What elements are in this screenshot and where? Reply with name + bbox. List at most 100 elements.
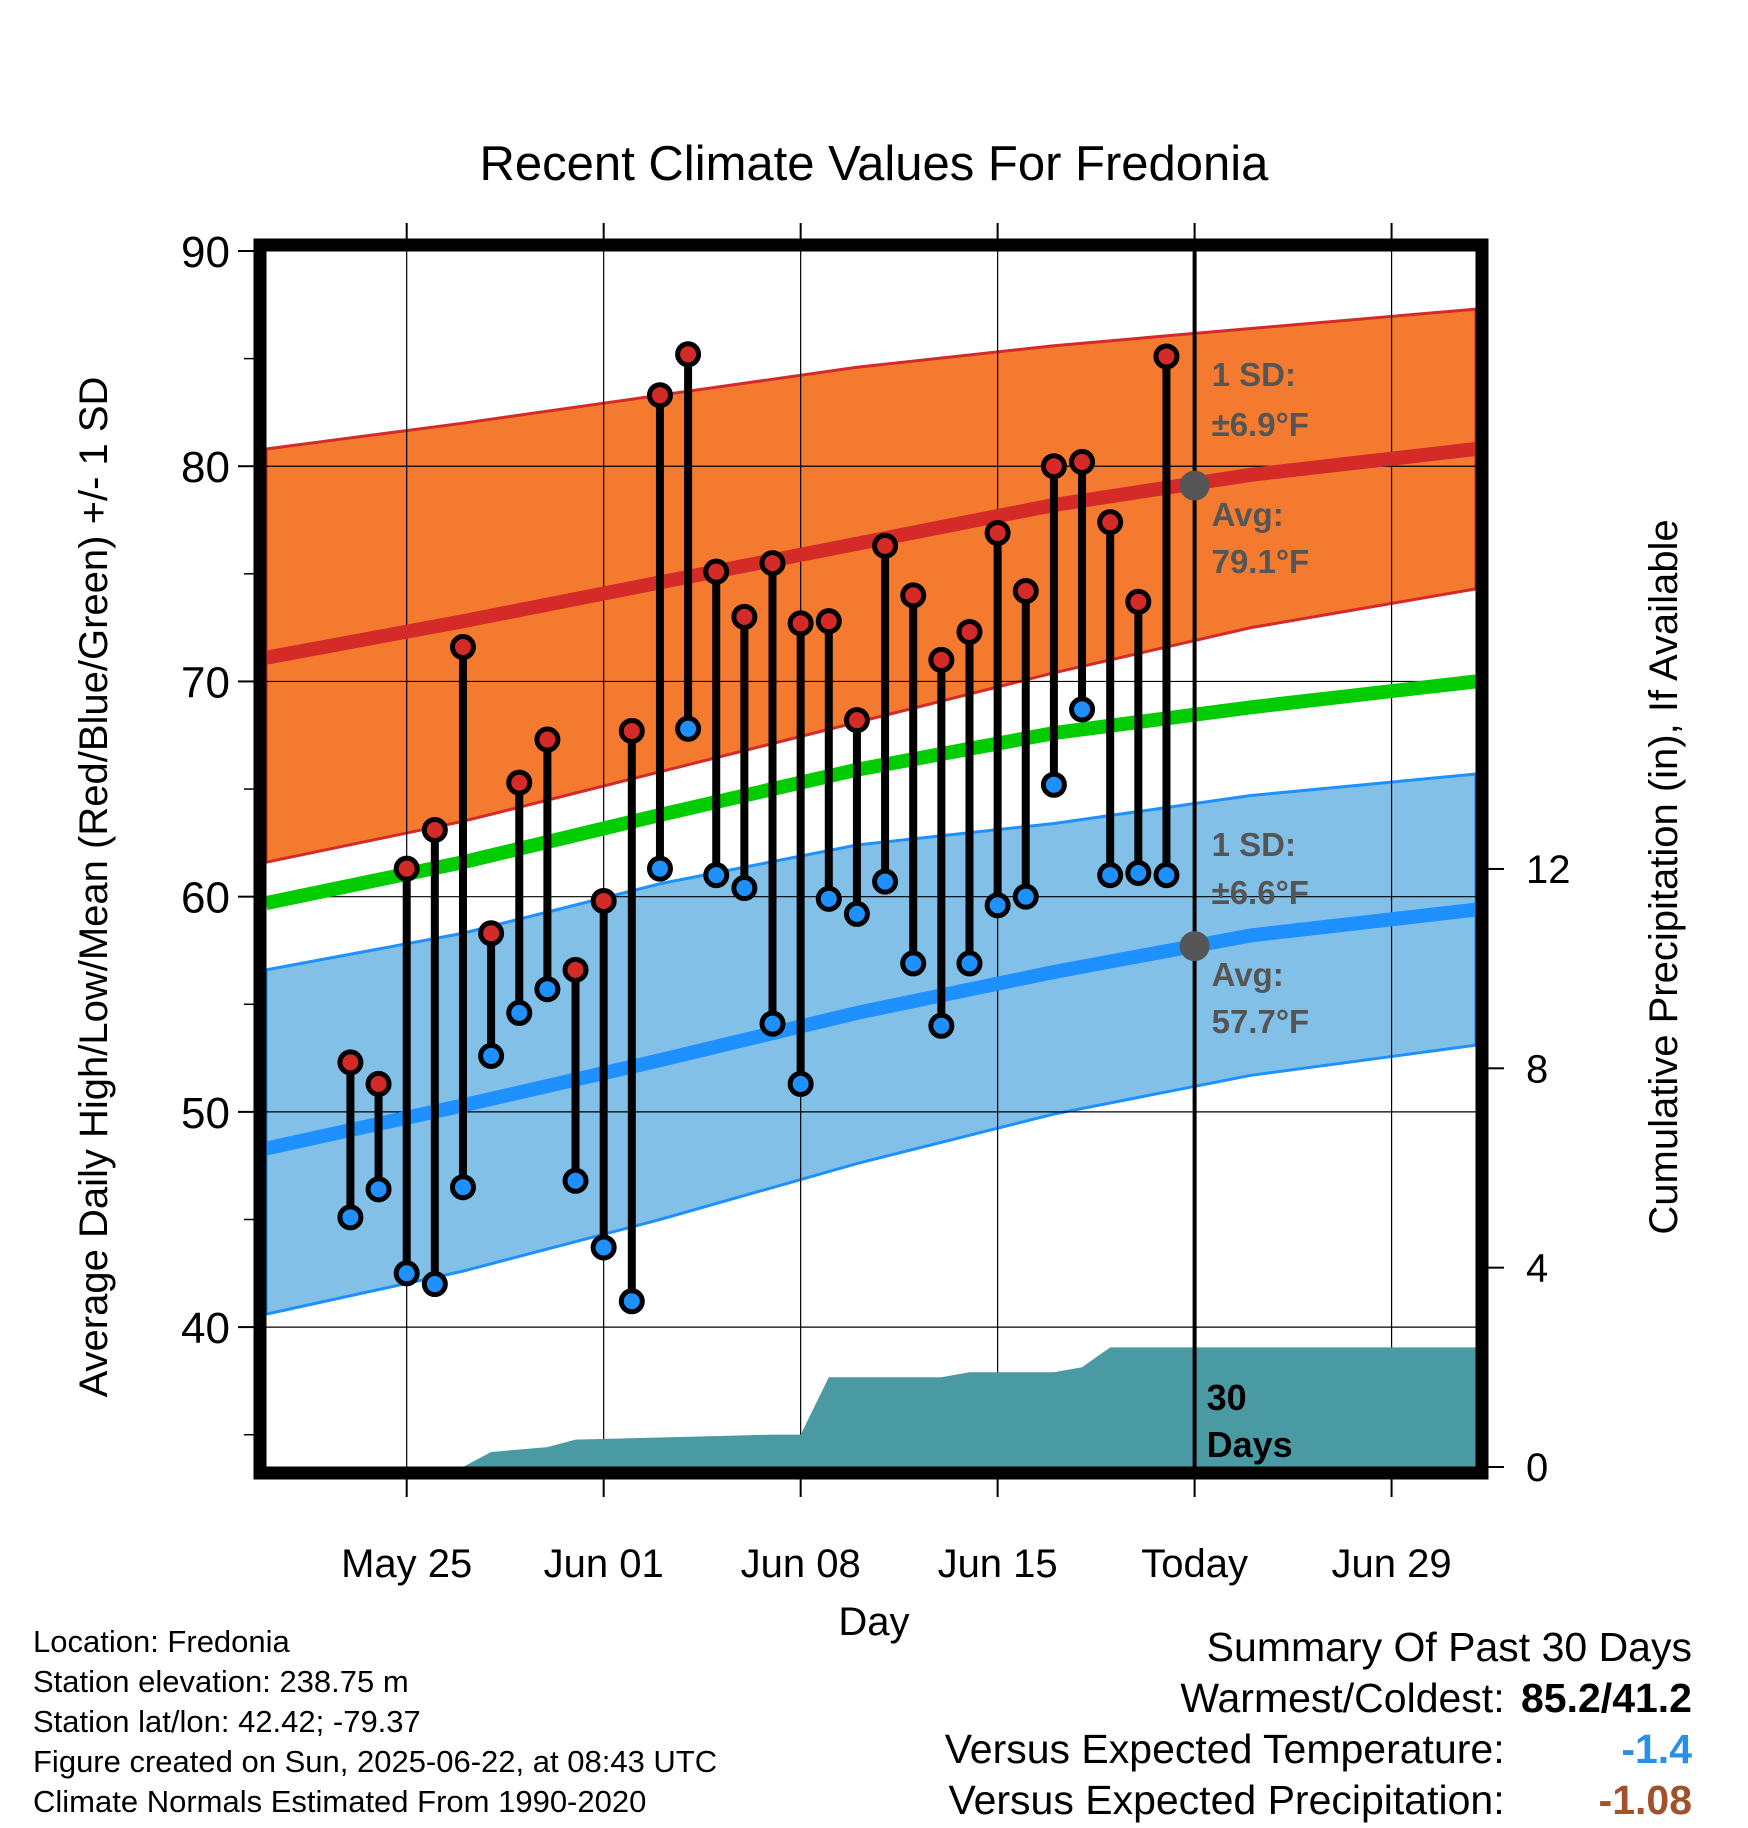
daily-high-point (1069, 448, 1096, 475)
daily-high-point (562, 956, 589, 983)
daily-high-point (1125, 588, 1152, 615)
daily-low-point (421, 1271, 448, 1298)
daily-high-point (393, 855, 420, 882)
x-tick-label: Jun 01 (544, 1542, 664, 1586)
daily-high-point (731, 603, 758, 630)
daily-high-point (1153, 343, 1180, 370)
x-tick-label: Jun 15 (938, 1542, 1058, 1586)
daily-low-point (534, 976, 561, 1003)
y-left-tick-label: 80 (181, 443, 230, 492)
daily-low-point (562, 1167, 589, 1194)
y-left-tick-label: 90 (181, 228, 230, 277)
y-axis-right-label: Cumulative Precipitation (in), If Availa… (1642, 519, 1686, 1234)
precip-anomaly-value: -1.08 (1598, 1777, 1692, 1823)
daily-high-point (815, 608, 842, 635)
daily-low-point (815, 885, 842, 912)
precip-area (266, 1347, 1476, 1467)
summary-precip: Versus Expected Precipitation: -1.08 (945, 1775, 1693, 1826)
y-right-tick-label: 0 (1526, 1446, 1548, 1490)
daily-high-point (365, 1070, 392, 1097)
daily-high-point (618, 717, 645, 744)
daily-low-point (646, 855, 673, 882)
summary-title: Summary Of Past 30 Days (1206, 1624, 1692, 1670)
today-low-avg-dot (1179, 931, 1210, 962)
daily-high-point (1097, 509, 1124, 536)
daily-high-point (1012, 578, 1039, 605)
temp-anomaly-label: Versus Expected Temperature: (944, 1726, 1505, 1772)
daily-low-point (1125, 859, 1152, 886)
daily-low-point (703, 862, 730, 889)
daily-high-point (1040, 453, 1067, 480)
y-left-tick-label: 70 (181, 658, 230, 707)
daily-high-point (590, 887, 617, 914)
daily-low-point (843, 900, 870, 927)
daily-low-point (449, 1174, 476, 1201)
summary-temp: Versus Expected Temperature: -1.4 (945, 1724, 1692, 1775)
daily-low-point (1097, 862, 1124, 889)
temp-anomaly-value: -1.4 (1621, 1726, 1692, 1772)
precip-window-label-line2: Days (1207, 1424, 1293, 1465)
x-tick-label: Jun 29 (1332, 1542, 1452, 1586)
created-text: Figure created on Sun, 2025-06-22, at 08… (33, 1744, 718, 1779)
high-avg-label: Avg: (1212, 496, 1284, 533)
today-high-avg-dot (1179, 470, 1210, 501)
daily-low-point (393, 1260, 420, 1287)
normals-text: Climate Normals Estimated From 1990-2020 (33, 1784, 647, 1819)
high-sd-band (266, 307, 1476, 864)
daily-low-point (1012, 883, 1039, 910)
daily-low-point (618, 1288, 645, 1315)
y-axis-left-label: Average Daily High/Low/Mean (Red/Blue/Gr… (72, 377, 116, 1398)
elevation-text: Station elevation: 238.75 m (33, 1664, 409, 1699)
plot-frame (253, 238, 1489, 1480)
daily-low-point (506, 999, 533, 1026)
low-avg-value: 57.7°F (1212, 1003, 1310, 1040)
daily-high-point (534, 726, 561, 753)
location-text: Location: Fredonia (33, 1624, 290, 1659)
y-left-tick-label: 60 (181, 874, 230, 923)
chart-title: Recent Climate Values For Fredonia (480, 137, 1270, 191)
warm-cold-value: 85.2/41.2 (1521, 1675, 1692, 1721)
daily-high-point (843, 707, 870, 734)
x-axis-label: Day (838, 1600, 909, 1644)
daily-high-point (478, 920, 505, 947)
daily-low-point (478, 1042, 505, 1069)
daily-low-point (900, 950, 927, 977)
high-avg-value: 79.1°F (1212, 543, 1310, 580)
daily-high-point (956, 618, 983, 645)
x-tick-label: Jun 08 (741, 1542, 861, 1586)
warm-cold-label: Warmest/Coldest: (1180, 1675, 1505, 1721)
x-tick-label: May 25 (341, 1542, 472, 1586)
y-right-tick-label: 4 (1526, 1247, 1548, 1291)
daily-low-point (956, 950, 983, 977)
high-normal-line (266, 442, 1476, 665)
daily-low-point (1153, 862, 1180, 889)
daily-high-point (449, 634, 476, 661)
low-sd-label: 1 SD: (1212, 826, 1296, 863)
daily-high-point (787, 610, 814, 637)
daily-high-point (984, 519, 1011, 546)
daily-high-point (421, 816, 448, 843)
daily-high-point (675, 341, 702, 368)
daily-low-point (872, 868, 899, 895)
high-sd-value: ±6.9°F (1212, 406, 1309, 443)
station-info: Location: Fredonia Station elevation: 23… (33, 1622, 717, 1822)
summary-warm-cold: Warmest/Coldest: 85.2/41.2 (945, 1673, 1692, 1724)
daily-low-point (590, 1234, 617, 1261)
y-left-tick-label: 50 (181, 1089, 230, 1138)
daily-high-point (900, 582, 927, 609)
daily-low-point (365, 1176, 392, 1203)
latlon-text: Station lat/lon: 42.42; -79.37 (33, 1704, 421, 1739)
precip-window-label-line1: 30 (1207, 1377, 1247, 1418)
daily-low-point (731, 875, 758, 902)
x-tick-label: Today (1141, 1542, 1248, 1586)
daily-high-point (703, 558, 730, 585)
y-right-tick-label: 8 (1526, 1047, 1548, 1091)
daily-high-point (506, 769, 533, 796)
plot-area: 1 SD: ±6.9°F Avg: 79.1°F 1 SD: ±6.6°F Avg: 57.7… (181, 223, 1571, 1586)
daily-low-point (675, 715, 702, 742)
daily-low-point (759, 1010, 786, 1037)
y-right-tick-label: 12 (1526, 848, 1571, 892)
daily-high-point (928, 646, 955, 673)
summary-panel: Summary Of Past 30 Days Warmest/Coldest:… (945, 1622, 1692, 1826)
